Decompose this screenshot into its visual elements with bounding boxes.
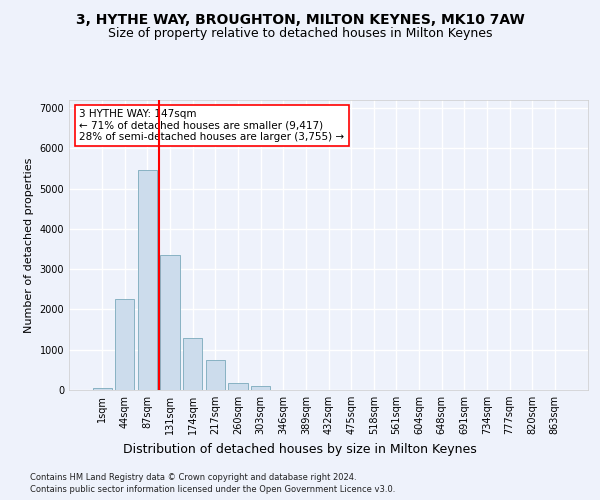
Bar (251, 386, 270, 390)
Text: 3 HYTHE WAY: 147sqm
← 71% of detached houses are smaller (9,417)
28% of semi-det: 3 HYTHE WAY: 147sqm ← 71% of detached ho… (79, 108, 344, 142)
Text: Contains HM Land Registry data © Crown copyright and database right 2024.: Contains HM Land Registry data © Crown c… (30, 472, 356, 482)
Bar (160, 255, 180, 390)
Bar (206, 360, 225, 390)
Bar (138, 170, 157, 390)
Bar (183, 338, 202, 390)
Y-axis label: Number of detached properties: Number of detached properties (24, 158, 34, 332)
Text: Contains public sector information licensed under the Open Government Licence v3: Contains public sector information licen… (30, 485, 395, 494)
Bar (92, 388, 112, 390)
Bar (115, 300, 134, 390)
Bar (229, 383, 248, 390)
Text: Distribution of detached houses by size in Milton Keynes: Distribution of detached houses by size … (123, 442, 477, 456)
Text: 3, HYTHE WAY, BROUGHTON, MILTON KEYNES, MK10 7AW: 3, HYTHE WAY, BROUGHTON, MILTON KEYNES, … (76, 12, 524, 26)
Text: Size of property relative to detached houses in Milton Keynes: Size of property relative to detached ho… (108, 28, 492, 40)
